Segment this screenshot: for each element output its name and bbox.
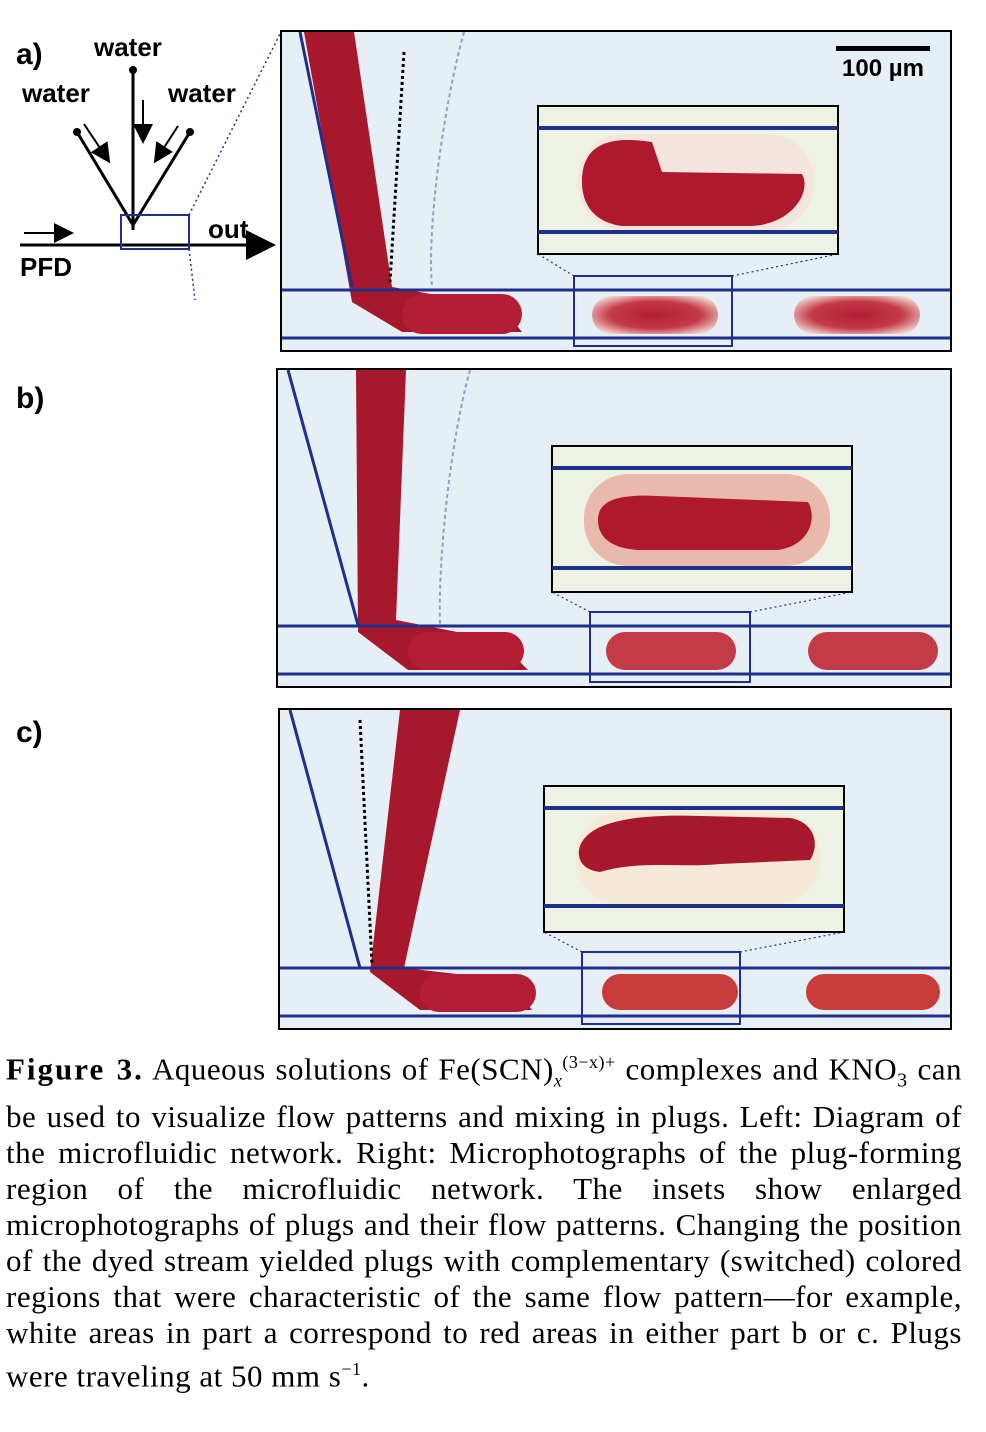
caption-text-2: complexes and KNO	[625, 1051, 898, 1087]
panel-b-label: b)	[16, 382, 45, 415]
network-diagram: a) water water water out PFD b) c)	[0, 0, 280, 749]
caption-text-1: Aqueous solutions of Fe(SCN)	[151, 1051, 554, 1087]
figure-label: Figure 3.	[6, 1051, 144, 1087]
scale-bar-line	[836, 46, 930, 51]
caption-subscript-3: 3	[897, 1069, 908, 1092]
micrograph-panel-b	[276, 368, 952, 688]
pfd-label: PFD	[20, 252, 72, 282]
micrograph-a-image	[282, 32, 950, 350]
micrograph-c-image	[280, 710, 950, 1028]
water-left-label: water	[22, 78, 90, 108]
micrograph-panel-c	[278, 708, 952, 1030]
out-label: out	[208, 214, 249, 244]
micrograph-panel-a: 100 µm	[280, 30, 952, 352]
caption-superscript-charge: (3−x)+	[562, 1052, 616, 1072]
scale-bar: 100 µm	[832, 46, 934, 83]
panel-c-label: c)	[16, 716, 43, 749]
water-right-label: water	[168, 78, 236, 108]
caption-superscript-unit: −1	[341, 1358, 362, 1379]
caption-subscript-x: x	[553, 1070, 563, 1091]
water-top-label: water	[94, 32, 162, 62]
caption-text-3: can be used to visualize flow patterns a…	[6, 1051, 963, 1393]
scale-bar-label: 100 µm	[842, 55, 924, 82]
micrograph-b-image	[278, 370, 950, 686]
figure-caption: Figure 3. Aqueous solutions of Fe(SCN)x(…	[6, 1044, 962, 1394]
diagram-lines	[20, 32, 280, 300]
caption-text-end: .	[361, 1357, 370, 1393]
panel-a-label: a)	[16, 38, 43, 71]
